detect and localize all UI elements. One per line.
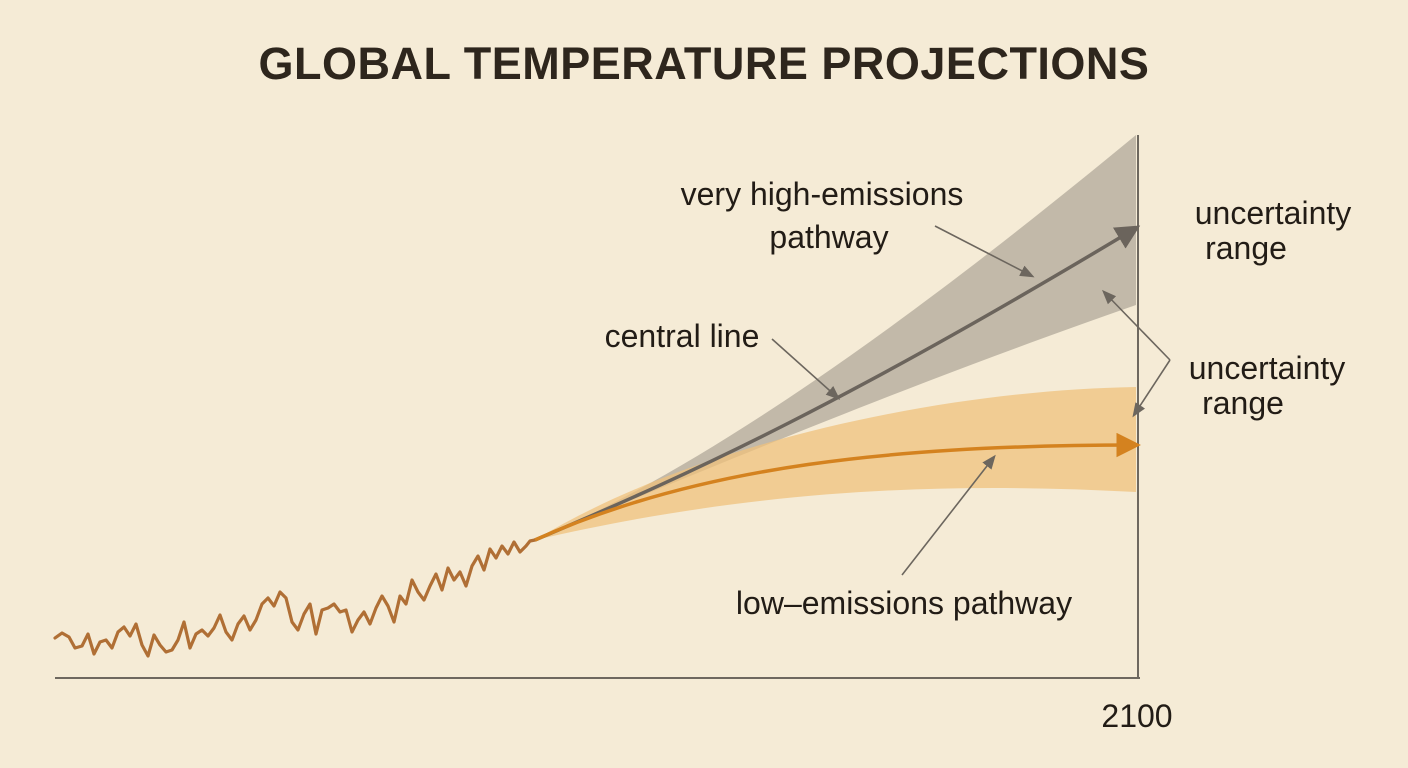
chart-title: GLOBAL TEMPERATURE PROJECTIONS bbox=[258, 38, 1150, 89]
high-emissions-uncertainty-band bbox=[535, 135, 1136, 540]
central-line-label: central line bbox=[605, 318, 760, 354]
x-tick-label-2100: 2100 bbox=[1101, 698, 1172, 734]
high-pathway-leader bbox=[934, 225, 1035, 278]
uncertainty-leader-lower bbox=[1132, 359, 1171, 418]
central-line-leader bbox=[771, 338, 841, 400]
uncertainty-leader-upper bbox=[1101, 289, 1171, 361]
low-pathway-leader bbox=[901, 454, 996, 576]
high-emissions-central-line bbox=[534, 225, 1141, 542]
uncertainty-label-top-line2: range bbox=[1205, 230, 1287, 266]
historical-temperature-line bbox=[53, 538, 537, 658]
low-emissions-uncertainty-band bbox=[535, 387, 1136, 540]
uncertainty-label-mid: uncertainty bbox=[1189, 350, 1346, 386]
uncertainty-label-mid-line2: range bbox=[1202, 385, 1284, 421]
high-pathway-label-line2: pathway bbox=[769, 219, 888, 255]
high-pathway-label: very high-emissions bbox=[681, 176, 964, 212]
low-emissions-central-line bbox=[534, 432, 1141, 542]
uncertainty-label-top: uncertainty bbox=[1195, 195, 1352, 231]
low-pathway-label: low–emissions pathway bbox=[736, 585, 1072, 621]
